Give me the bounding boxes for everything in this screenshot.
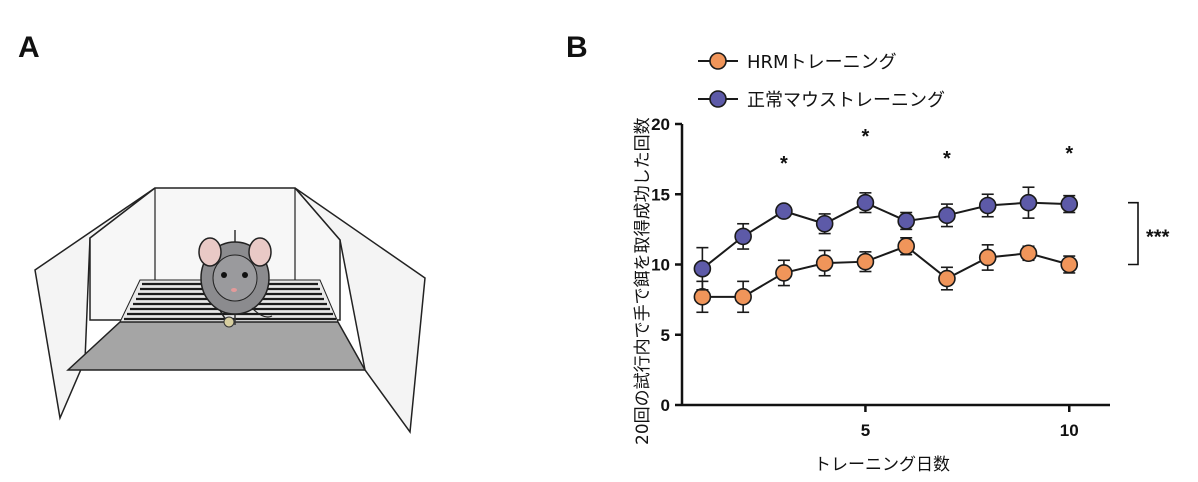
legend-item-normal: 正常マウストレーニング — [698, 90, 945, 111]
chart-axes: 0 5 10 15 20 5 10 — [651, 115, 1110, 440]
data-point — [815, 214, 834, 233]
significance-star: * — [1065, 143, 1073, 165]
data-point — [856, 193, 875, 212]
series-line — [701, 201, 1070, 270]
data-point — [938, 269, 956, 288]
mouse-figure — [198, 237, 273, 328]
legend-marker — [709, 90, 727, 108]
data-point — [1060, 255, 1079, 274]
data-point — [938, 206, 956, 225]
data-point — [815, 254, 834, 272]
data-point — [978, 248, 997, 267]
data-point — [897, 212, 915, 230]
y-tick-label: 0 — [661, 396, 670, 415]
bracket-label: *** — [1146, 227, 1170, 249]
legend-item-hrm: HRMトレーニング — [698, 52, 897, 73]
x-tick-label: 5 — [861, 421, 870, 440]
front-platform — [66, 321, 367, 371]
significance-star: * — [780, 153, 788, 175]
series-hrm — [693, 237, 1079, 314]
data-point — [897, 237, 915, 256]
data-point — [734, 288, 752, 306]
x-tick-label: 10 — [1060, 421, 1079, 440]
panel-b-label: B — [566, 31, 588, 64]
data-point — [1019, 193, 1038, 212]
y-tick-label: 15 — [651, 185, 670, 204]
y-tick-label: 20 — [651, 115, 670, 134]
data-point — [775, 202, 793, 220]
data-point — [775, 264, 793, 282]
x-axis-title: トレーニング日数 — [814, 455, 950, 475]
series-line — [702, 245, 1070, 298]
panel-a-label: A — [18, 31, 40, 64]
data-point — [693, 288, 712, 306]
data-point — [856, 252, 875, 271]
significance-bracket — [1128, 201, 1139, 266]
data-point — [1019, 244, 1038, 263]
training-success-line-chart: HRMトレーニング 正常マウストレーニング 20回の試行内で手で餌を取得成功した… — [633, 52, 1170, 475]
data-point — [693, 259, 712, 278]
y-tick-label: 5 — [661, 326, 670, 345]
legend-marker — [709, 52, 727, 70]
data-point — [734, 227, 752, 246]
series-normal — [693, 186, 1079, 291]
y-tick-label: 10 — [651, 256, 670, 275]
significance-star: * — [862, 126, 870, 148]
y-axis-title: 20回の試行内で手で餌を取得成功した回数 — [633, 117, 653, 445]
legend-label-hrm: HRMトレーニング — [747, 52, 897, 73]
data-point — [1060, 195, 1079, 213]
legend-label-normal: 正常マウストレーニング — [747, 90, 945, 111]
chart-series — [693, 186, 1079, 314]
chart-legend: HRMトレーニング 正常マウストレーニング — [698, 52, 945, 111]
mouse-reaching-box-illustration — [34, 187, 426, 435]
data-point — [978, 196, 997, 215]
chart-annotations: *** **** — [780, 126, 1170, 266]
significance-star: * — [943, 148, 951, 170]
